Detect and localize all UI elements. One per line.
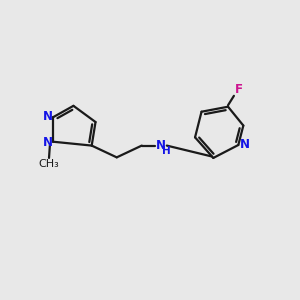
Text: N: N — [43, 110, 53, 123]
Text: N: N — [43, 136, 53, 149]
Text: F: F — [235, 83, 243, 96]
Text: N: N — [156, 139, 166, 152]
Text: N: N — [240, 139, 250, 152]
Text: CH₃: CH₃ — [39, 159, 59, 169]
Text: H: H — [162, 146, 171, 157]
